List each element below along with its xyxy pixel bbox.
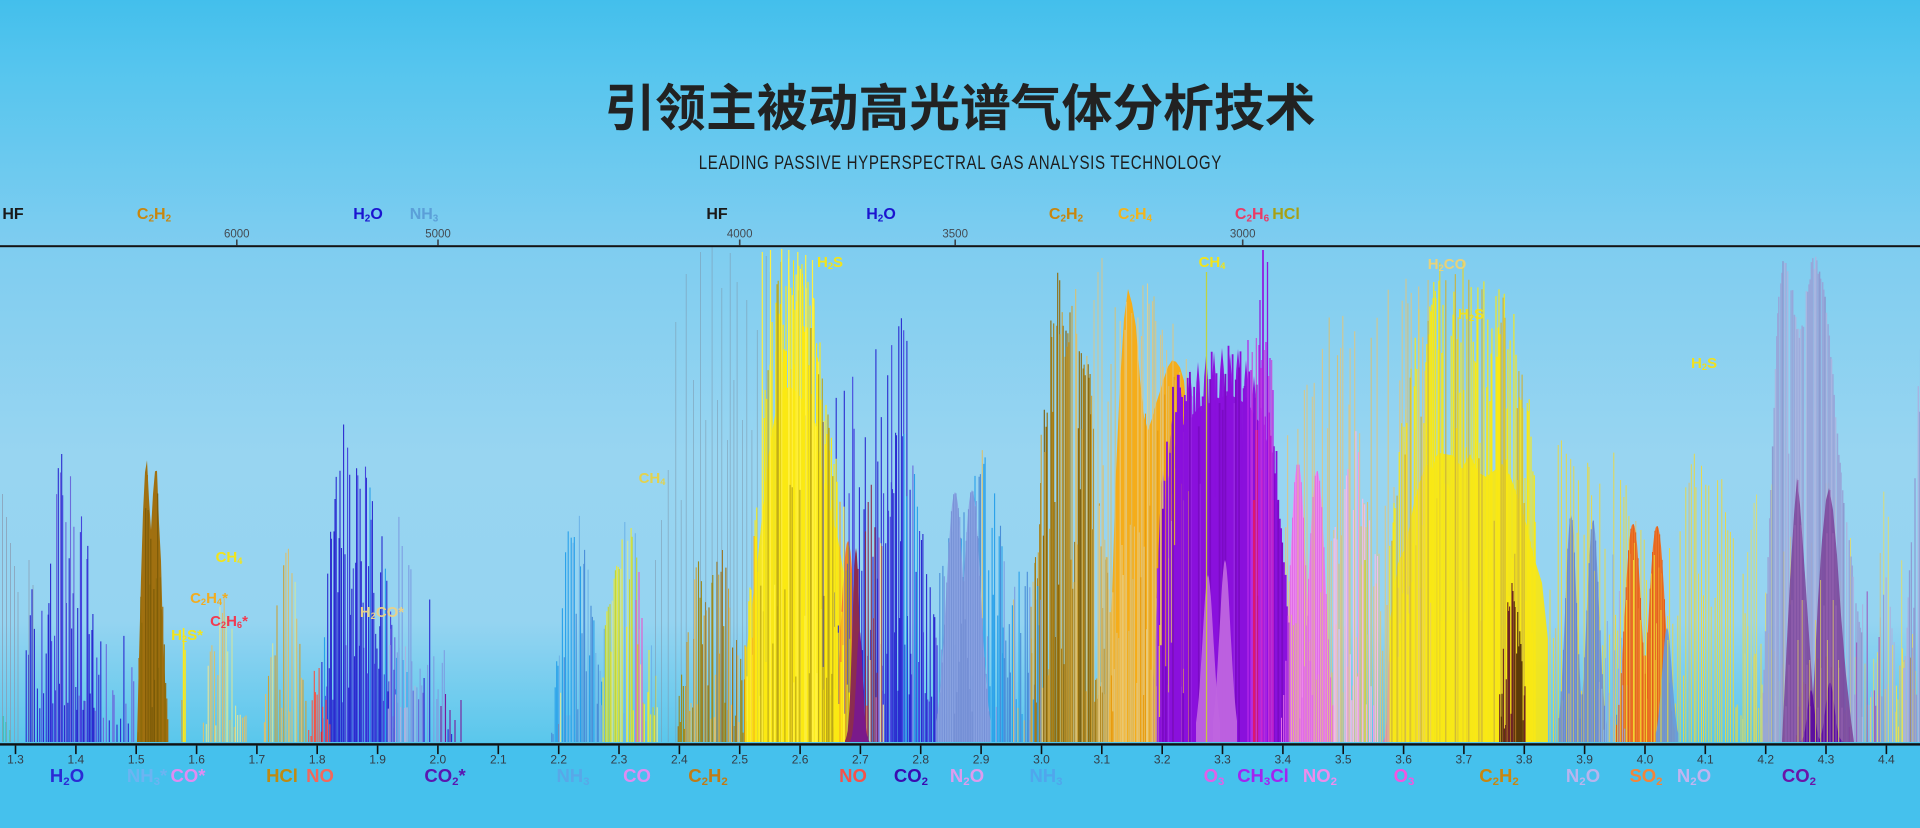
svg-text:2.2: 2.2 — [550, 753, 567, 767]
svg-text:2.3: 2.3 — [611, 753, 628, 767]
svg-text:4.1: 4.1 — [1697, 753, 1714, 767]
svg-text:1.7: 1.7 — [249, 753, 266, 767]
svg-text:4000: 4000 — [727, 229, 753, 241]
svg-text:4.3: 4.3 — [1818, 753, 1835, 767]
svg-text:2.5: 2.5 — [731, 753, 748, 767]
svg-text:4.2: 4.2 — [1757, 753, 1774, 767]
svg-text:3.2: 3.2 — [1154, 753, 1171, 767]
svg-text:1.9: 1.9 — [369, 753, 386, 767]
svg-text:2.4: 2.4 — [671, 753, 688, 767]
svg-text:2.8: 2.8 — [912, 753, 929, 767]
svg-text:1.6: 1.6 — [188, 753, 205, 767]
svg-text:2.0: 2.0 — [430, 753, 447, 767]
svg-text:3.8: 3.8 — [1516, 753, 1533, 767]
svg-text:3.0: 3.0 — [1033, 753, 1050, 767]
svg-text:3.7: 3.7 — [1456, 753, 1473, 767]
svg-text:2.6: 2.6 — [792, 753, 809, 767]
svg-text:4.0: 4.0 — [1637, 753, 1654, 767]
svg-text:3.1: 3.1 — [1093, 753, 1110, 767]
svg-text:3000: 3000 — [1230, 229, 1256, 241]
svg-text:5000: 5000 — [425, 229, 451, 241]
svg-text:3.9: 3.9 — [1576, 753, 1593, 767]
svg-text:2.7: 2.7 — [852, 753, 869, 767]
svg-text:3.6: 3.6 — [1395, 753, 1412, 767]
svg-text:1.8: 1.8 — [309, 753, 326, 767]
svg-text:3.5: 3.5 — [1335, 753, 1352, 767]
svg-text:3500: 3500 — [942, 229, 968, 241]
svg-text:3.3: 3.3 — [1214, 753, 1231, 767]
svg-text:1.5: 1.5 — [128, 753, 145, 767]
svg-text:1.3: 1.3 — [7, 753, 24, 767]
svg-text:2.1: 2.1 — [490, 753, 507, 767]
svg-text:1.4: 1.4 — [68, 753, 85, 767]
svg-text:4.4: 4.4 — [1878, 753, 1895, 767]
svg-text:6000: 6000 — [224, 229, 250, 241]
svg-text:2.9: 2.9 — [973, 753, 990, 767]
svg-text:3.4: 3.4 — [1275, 753, 1292, 767]
